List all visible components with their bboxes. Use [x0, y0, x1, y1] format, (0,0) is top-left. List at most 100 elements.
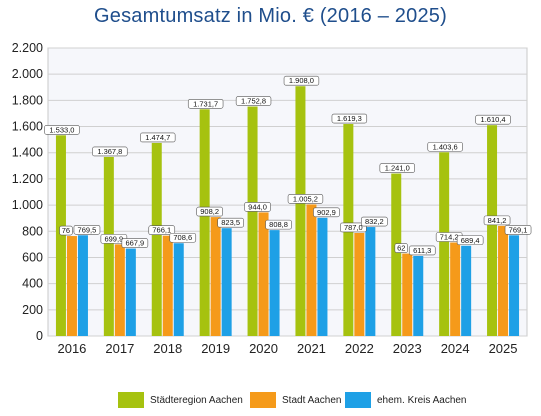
- bar: [413, 255, 424, 336]
- data-label-box: [140, 132, 176, 143]
- data-label-box: [475, 114, 511, 125]
- bar: [306, 204, 317, 336]
- data-label: 769,5: [73, 224, 101, 235]
- data-label-box: [169, 232, 197, 243]
- data-label-text: 908,2: [200, 207, 219, 216]
- x-tick-label: 2020: [249, 341, 278, 356]
- bar: [114, 244, 125, 336]
- data-label: 62: [394, 243, 408, 253]
- y-tick-label: 0: [36, 329, 43, 343]
- data-label: 76: [59, 225, 73, 236]
- data-label-box: [148, 225, 176, 236]
- bar-chart: 0 200 400 600 800 1.000 1.200 1.400 1.600 1.800 2.…: [12, 41, 532, 356]
- data-label-text: 689,4: [461, 236, 480, 245]
- y-tick-label: 600: [22, 250, 43, 264]
- y-tick-label: 400: [22, 277, 43, 291]
- bar: [77, 235, 88, 336]
- bar: [317, 217, 328, 336]
- y-tick-label: 1.200: [12, 172, 43, 186]
- data-label-text: 1.619,3: [337, 114, 362, 123]
- data-label-box: [59, 225, 73, 236]
- data-label-text: 823,5: [221, 218, 240, 227]
- bar: [221, 228, 232, 336]
- data-label-text: 841,2: [488, 216, 507, 225]
- data-label: 769,1: [504, 225, 532, 235]
- legend-label: ehem. Kreis Aachen: [377, 394, 467, 406]
- bar: [125, 248, 136, 336]
- data-label-text: 1.005,2: [293, 194, 318, 203]
- legend-item-stadt: Stadt Aachen: [250, 392, 342, 408]
- bar: [247, 106, 258, 337]
- data-label-text: 769,1: [509, 225, 528, 234]
- legend-item-staedteregion: Städteregion Aachen: [118, 392, 243, 408]
- bar: [509, 235, 520, 336]
- y-tick-label: 1.000: [12, 198, 43, 212]
- data-label: 841,2: [483, 215, 511, 226]
- data-label-box: [73, 224, 101, 235]
- y-axis: 0 200 400 600 800 1.000 1.200 1.400 1.600 1.800 2.…: [12, 41, 43, 343]
- data-label: 1.619,3: [331, 113, 368, 124]
- data-label-box: [121, 238, 149, 248]
- data-label-text: 708,6: [173, 233, 192, 242]
- data-label: 1.005,2: [287, 194, 324, 204]
- x-tick-label: 2019: [201, 341, 230, 356]
- bar: [269, 230, 280, 336]
- y-tick-label: 1.600: [12, 120, 43, 134]
- bar: [258, 212, 269, 336]
- bar: [162, 235, 173, 336]
- data-label-text: 611,3: [413, 246, 431, 255]
- legend-swatch: [118, 392, 144, 408]
- data-label-box: [361, 216, 388, 227]
- data-label: 808,8: [265, 219, 292, 230]
- data-label: 908,2: [196, 206, 223, 217]
- y-tick-label: 2.000: [12, 67, 43, 81]
- data-label-text: 808,8: [269, 220, 288, 229]
- bar: [461, 245, 472, 336]
- data-label: 611,3: [408, 245, 436, 256]
- data-label-text: 62: [397, 244, 405, 253]
- bar: [402, 253, 413, 336]
- data-label-box: [265, 219, 292, 230]
- bar: [498, 225, 509, 336]
- data-label: 1.731,7: [187, 99, 224, 109]
- data-label-text: 1.474,7: [145, 133, 170, 142]
- data-label-box: [196, 206, 223, 217]
- data-label-text: 714,2: [440, 233, 459, 242]
- bar: [439, 152, 450, 336]
- legend-swatch: [345, 392, 371, 408]
- data-label: 1.610,4: [475, 114, 511, 125]
- data-label: 1.533,0: [44, 125, 80, 135]
- data-label-text: 1.908,0: [289, 76, 314, 85]
- data-label-text: 1.533,0: [49, 125, 74, 134]
- data-label-box: [217, 217, 244, 228]
- data-label-text: 667,9: [125, 239, 144, 248]
- data-label: 708,6: [169, 232, 197, 243]
- data-label-box: [504, 225, 532, 235]
- legend-label: Städteregion Aachen: [150, 394, 243, 406]
- y-tick-label: 2.200: [12, 41, 43, 55]
- bar: [55, 135, 66, 336]
- data-label-box: [427, 141, 463, 152]
- chart-title: Gesamtumsatz in Mio. € (2016 – 2025): [94, 5, 447, 27]
- legend-swatch: [250, 392, 276, 408]
- data-label-text: 1.610,4: [481, 115, 506, 124]
- data-label-text: 1.403,6: [433, 142, 458, 151]
- bar: [66, 236, 77, 336]
- legend: Städteregion Aachen Stadt Aachen ehem. K…: [0, 382, 541, 416]
- data-label-box: [408, 245, 436, 256]
- data-label-text: 1.752,8: [241, 97, 266, 106]
- data-label-box: [313, 207, 340, 218]
- data-label-box: [340, 222, 367, 233]
- data-label-box: [331, 113, 368, 124]
- bar: [173, 243, 184, 336]
- data-label-box: [92, 146, 128, 157]
- y-tick-label: 1.400: [12, 146, 43, 160]
- data-label: 902,9: [313, 207, 340, 218]
- x-axis: 2016 2017 2018 2019 2020 2021 2022 2023 2024 2025: [57, 341, 517, 356]
- legend-item-kreis: ehem. Kreis Aachen: [345, 392, 467, 408]
- data-label: 766,1: [148, 225, 176, 236]
- data-label-text: 832,2: [365, 217, 384, 226]
- legend-label: Stadt Aachen: [282, 394, 342, 406]
- data-label-box: [394, 243, 408, 253]
- data-label: 689,4: [456, 235, 484, 246]
